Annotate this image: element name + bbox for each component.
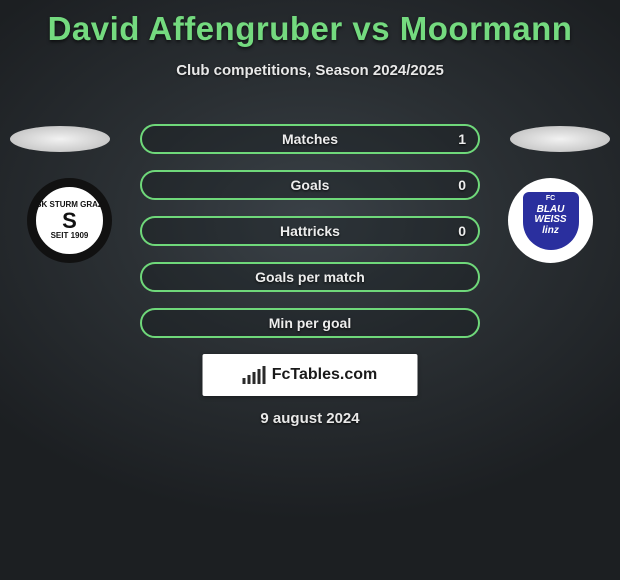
stat-label: Goals per match xyxy=(255,269,365,285)
subtitle: Club competitions, Season 2024/2025 xyxy=(0,62,620,79)
stat-label: Min per goal xyxy=(269,315,351,331)
brand-box: FcTables.com xyxy=(203,354,418,396)
stat-row-goals-per-match: Goals per match xyxy=(140,262,480,292)
badge-left-letter: S xyxy=(36,210,103,232)
stats-container: Matches 1 Goals 0 Hattricks 0 Goals per … xyxy=(140,124,480,354)
player-slot-right xyxy=(510,126,610,152)
stat-row-min-per-goal: Min per goal xyxy=(140,308,480,338)
team-badge-left: SK STURM GRAZ S SEIT 1909 xyxy=(27,178,112,263)
badge-right-text: BLAU WEISS linz xyxy=(534,205,566,237)
player-slot-left xyxy=(10,126,110,152)
team-badge-right-shield: FC BLAU WEISS linz xyxy=(523,192,579,250)
stat-row-hattricks: Hattricks 0 xyxy=(140,216,480,246)
stat-label: Goals xyxy=(291,177,330,193)
stat-row-matches: Matches 1 xyxy=(140,124,480,154)
stat-label: Hattricks xyxy=(280,223,340,239)
team-badge-right: FC BLAU WEISS linz xyxy=(508,178,593,263)
stat-row-goals: Goals 0 xyxy=(140,170,480,200)
stat-right-value: 0 xyxy=(458,177,466,193)
brand-bars-icon xyxy=(243,366,266,384)
page-title: David Affengruber vs Moormann xyxy=(0,0,620,48)
badge-left-bottom: SEIT 1909 xyxy=(36,232,103,241)
brand-text: FcTables.com xyxy=(272,366,378,384)
badge-right-line3: linz xyxy=(534,226,566,237)
stat-right-value: 1 xyxy=(458,131,466,147)
badge-right-fc: FC xyxy=(546,195,555,202)
date-text: 9 august 2024 xyxy=(0,410,620,427)
stat-right-value: 0 xyxy=(458,223,466,239)
stat-label: Matches xyxy=(282,131,338,147)
team-badge-left-text: SK STURM GRAZ S SEIT 1909 xyxy=(36,201,103,241)
